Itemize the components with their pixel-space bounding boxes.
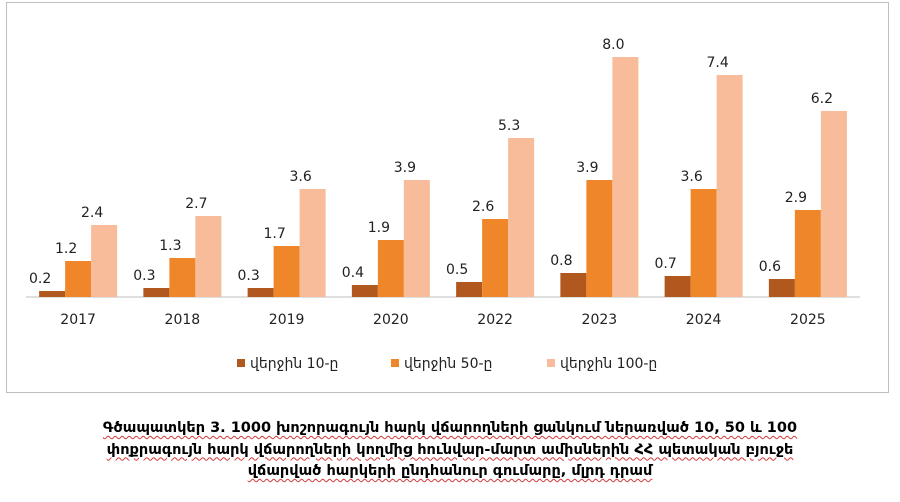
bar [716,75,743,297]
data-label: 0.3 [133,268,155,284]
caption-line-3: վճարված հարկերի ընդհանուր գումարը, մլրդ … [247,463,653,479]
bar [768,279,795,297]
data-label: 0.4 [342,265,364,281]
bar [195,216,222,297]
bar [482,219,509,297]
bar [560,273,587,297]
chart-area: 0.2 1.2 2.4 2017 0.3 1.3 2.7 2018 0.3 1.7 3.6 2019 0… [6,2,889,393]
caption-line-1: Գծապատկեր 3. 1000 խոշորագույն հարկ վճարո… [102,420,798,436]
data-label: 2.4 [81,205,103,221]
figure-caption: Գծապատկեր 3. 1000 խոշորագույն հարկ վճարո… [0,418,900,483]
data-label: 0.7 [654,256,676,272]
data-label: 0.5 [446,262,468,278]
bar [794,210,821,297]
data-label: 7.4 [706,55,728,71]
legend-swatch [391,359,399,367]
data-label: 5.3 [498,118,520,134]
legend-label: վերջին 10-ը [250,356,338,372]
data-label: 0.8 [550,253,572,269]
data-label: 1.7 [263,226,285,242]
data-label: 2.9 [785,190,807,206]
data-label: 3.9 [576,160,598,176]
x-tick-label: 2024 [686,312,722,328]
data-label: 3.6 [289,169,311,185]
bar [508,138,535,297]
legend-label: վերջին 100-ը [560,356,657,372]
bar [247,288,274,297]
x-tick-label: 2022 [477,312,513,328]
caption-line-2: փոքրագույն հարկ վճարողների կողմից հունվա… [106,441,794,458]
bar [169,258,196,297]
data-label: 1.9 [368,220,390,236]
bar [377,240,404,297]
data-label: 6.2 [811,91,833,107]
bar [143,288,170,297]
bar [612,57,639,297]
data-label: 1.3 [159,238,181,254]
legend-swatch [547,359,555,367]
data-label: 1.2 [55,241,77,257]
bar [456,282,483,297]
bar [820,111,847,297]
x-tick-label: 2020 [373,312,409,328]
bar [273,246,300,297]
data-label: 8.0 [602,37,624,53]
bar [403,180,430,297]
data-label: 3.9 [394,160,416,176]
bar [664,276,691,297]
x-tick-label: 2019 [269,312,305,328]
data-label: 2.6 [472,199,494,215]
bar [65,261,92,297]
bar [351,285,378,297]
data-label: 3.6 [680,169,702,185]
bar [91,225,118,297]
bar [690,189,717,297]
data-label: 0.6 [759,259,781,275]
x-tick-label: 2017 [60,312,96,328]
bar [39,291,66,297]
x-tick-label: 2025 [790,312,826,328]
bar [299,189,326,297]
legend-label: վերջին 50-ը [404,356,492,372]
bar-chart: 0.21.22.420170.31.32.720180.31.73.620190… [26,37,860,372]
data-label: 0.3 [237,268,259,284]
x-tick-label: 2018 [165,312,201,328]
bar [586,180,613,297]
data-label: 0.2 [29,271,51,287]
data-label: 2.7 [185,196,207,212]
legend-swatch [237,359,245,367]
x-tick-label: 2023 [582,312,618,328]
